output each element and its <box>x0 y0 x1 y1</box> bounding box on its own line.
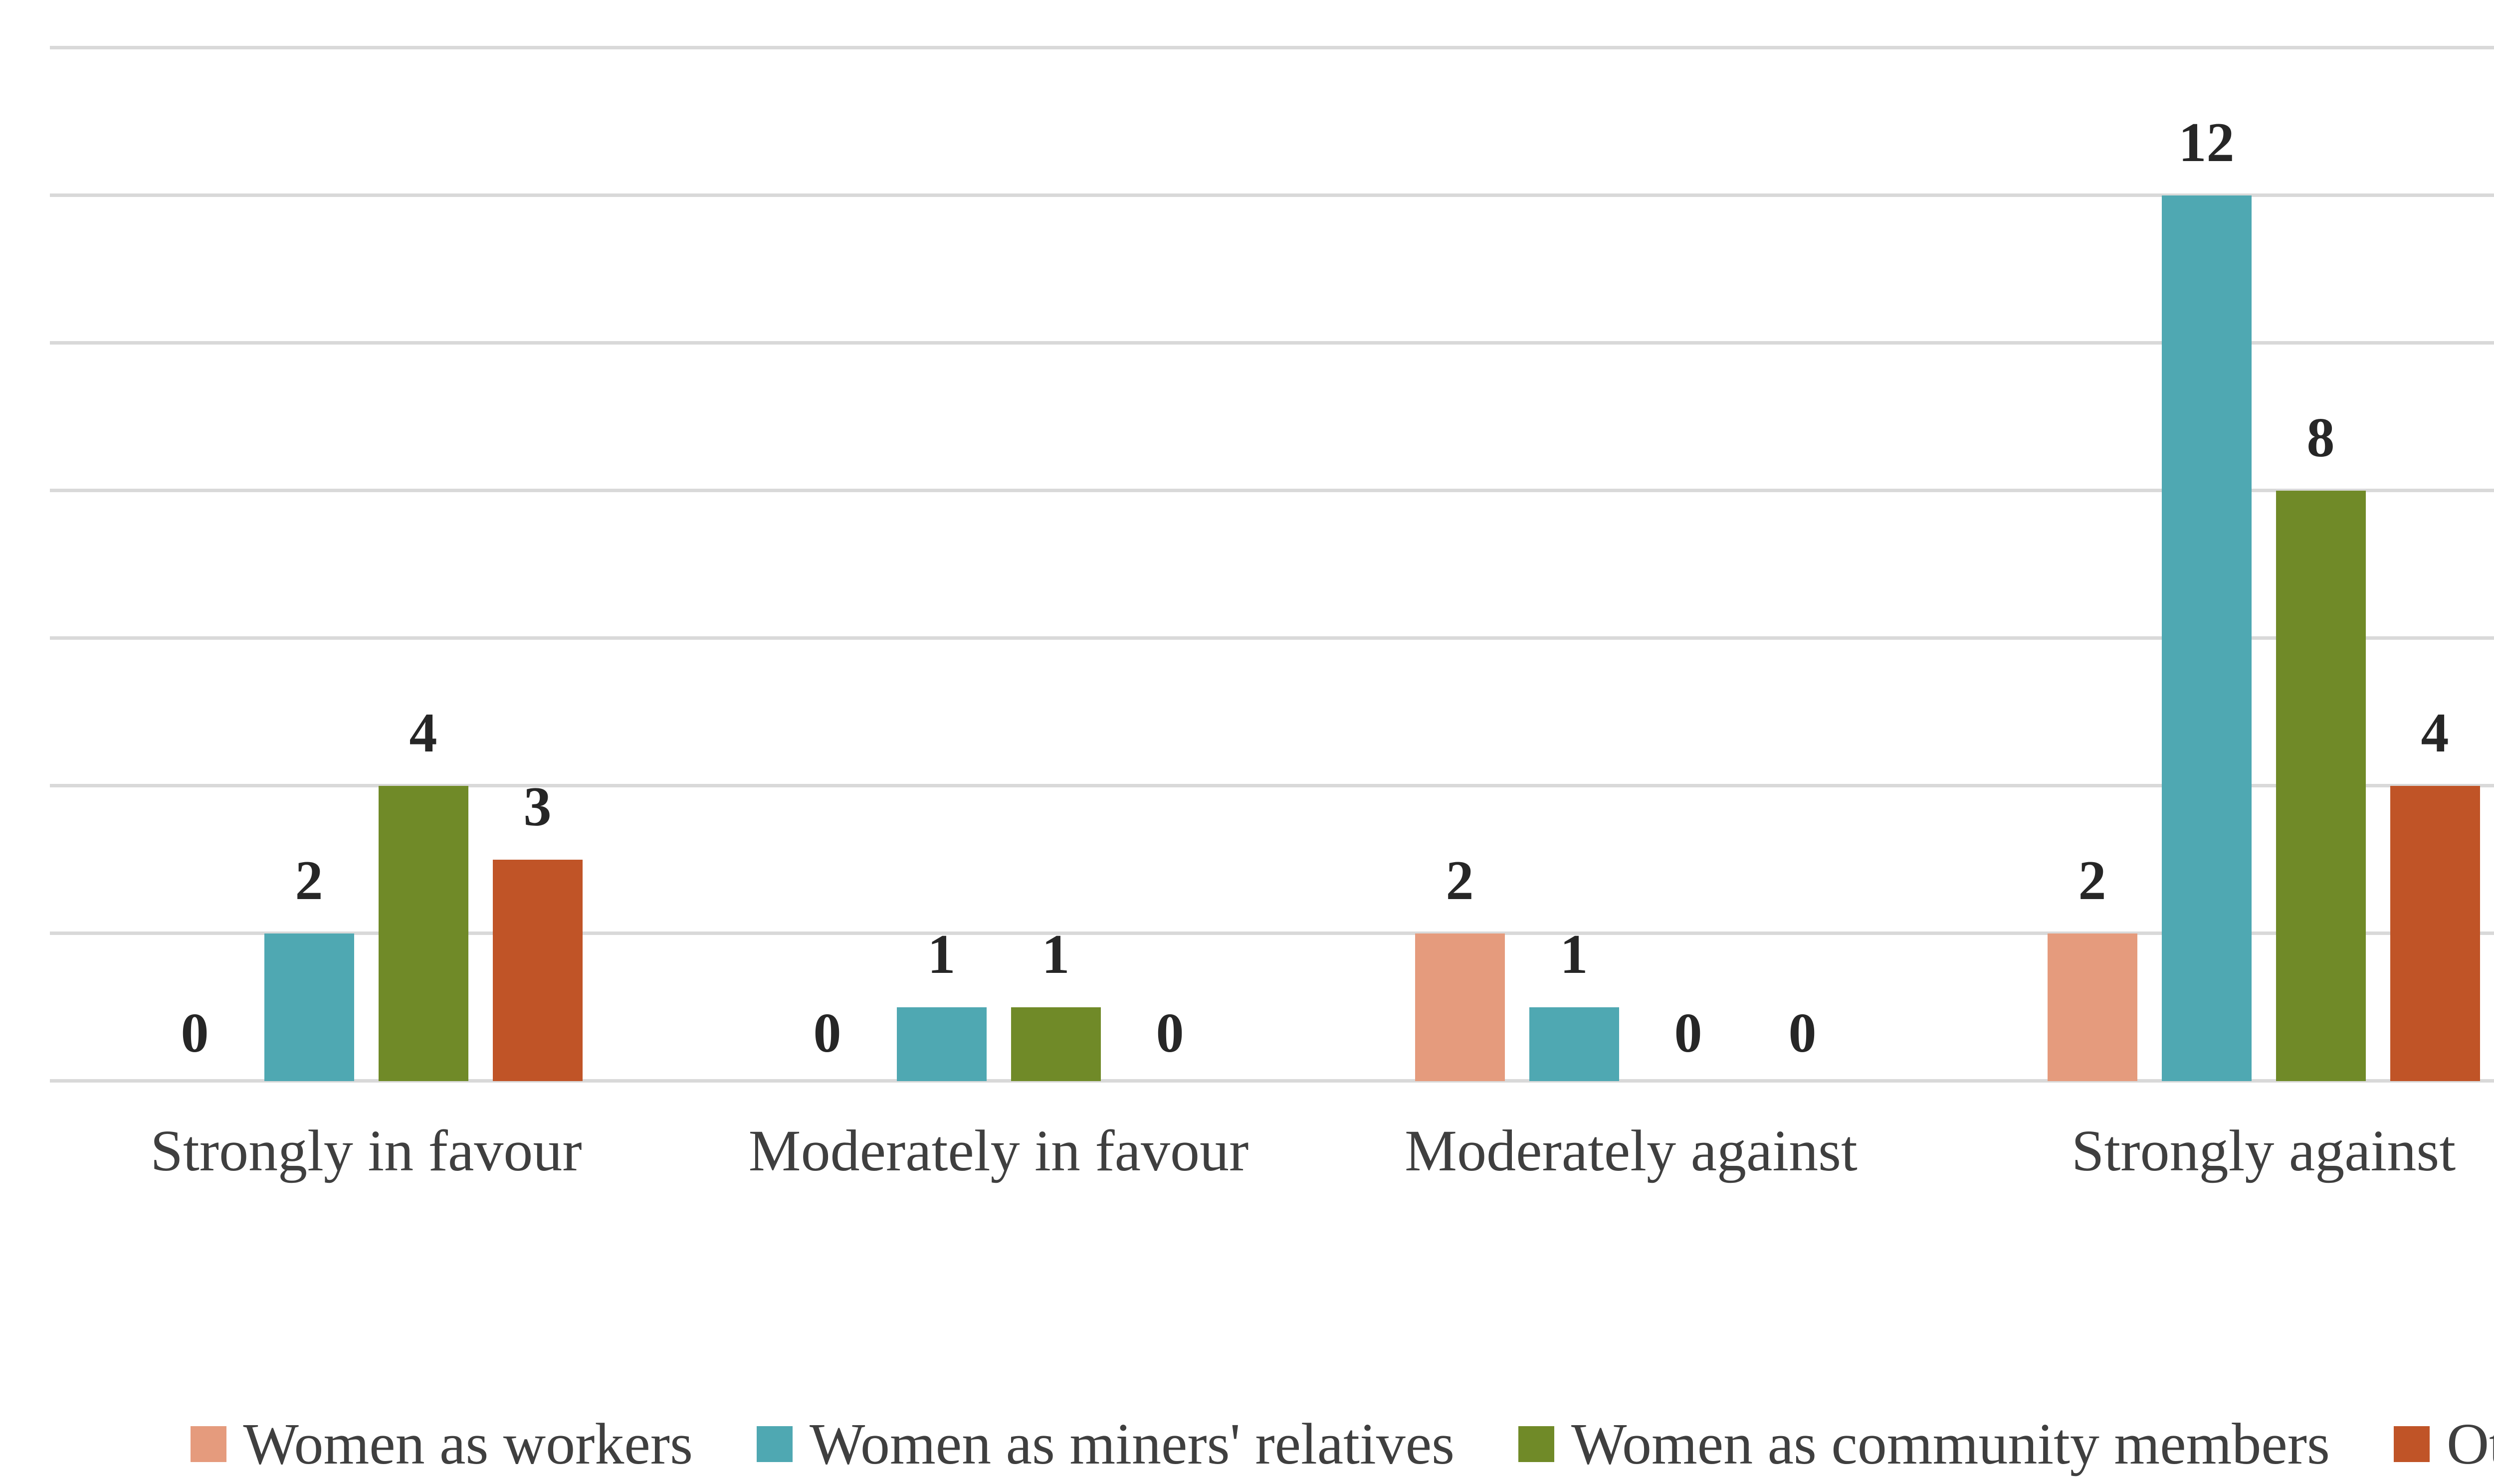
bar-slot: 4 <box>378 0 468 1081</box>
bar-slot: 2 <box>2047 0 2137 1081</box>
legend-label: Women as miners' relatives <box>810 1411 1455 1477</box>
bar-women-as-miners-relatives <box>264 933 354 1081</box>
bar-other-female-stakeholders <box>2390 786 2480 1081</box>
data-label: 1 <box>1560 924 1588 985</box>
legend-swatch-icon <box>2393 1426 2430 1462</box>
data-label: 1 <box>1041 924 1070 985</box>
bar-women-as-community-members <box>2276 491 2366 1081</box>
data-label: 4 <box>2421 702 2449 764</box>
legend-item: Women as miners' relatives <box>757 1410 1455 1478</box>
bar-women-as-miners-relatives <box>1529 1007 1619 1081</box>
bar-slot: 2 <box>1415 0 1505 1081</box>
gridline <box>50 46 2494 49</box>
bar-slot: 1 <box>1011 0 1101 1081</box>
plot-area: 024301102100212841104 <box>50 0 2494 1083</box>
bar-other-female-stakeholders <box>492 860 583 1081</box>
data-label: 1 <box>927 924 956 985</box>
category-label: Strongly in favour <box>150 1118 582 1183</box>
bar-slot: 0 <box>1644 0 1733 1081</box>
data-label: 2 <box>1446 850 1474 912</box>
bar-women-as-community-members <box>1011 1007 1101 1081</box>
gridline <box>50 1079 2494 1083</box>
data-label: 3 <box>523 776 552 838</box>
legend-item: Women as workers <box>190 1410 693 1478</box>
data-label: 8 <box>2306 407 2335 469</box>
gridline <box>50 193 2494 197</box>
data-label: 12 <box>2178 112 2235 174</box>
bar-slot: 3 <box>492 0 583 1081</box>
legend-label: Other female stakeholders <box>2446 1411 2494 1477</box>
bar-slot: 0 <box>1758 0 1848 1081</box>
gridline <box>50 784 2494 787</box>
bar-slot: 2 <box>264 0 354 1081</box>
bar-women-as-workers <box>2047 933 2137 1081</box>
data-label: 0 <box>1788 1002 1817 1064</box>
bar-slot: 0 <box>150 0 240 1081</box>
data-label: 0 <box>1156 1002 1184 1064</box>
legend: Women as workers Women as miners' relativ… <box>0 1410 2494 1478</box>
bar-women-as-workers <box>1415 933 1505 1081</box>
bar-women-as-miners-relatives <box>896 1007 987 1081</box>
data-label: 0 <box>1674 1002 1702 1064</box>
gridline <box>50 489 2494 492</box>
legend-item: Other female stakeholders <box>2393 1410 2494 1478</box>
legend-swatch-icon <box>757 1426 793 1462</box>
bar-slot: 1 <box>1529 0 1619 1081</box>
data-label: 2 <box>2078 850 2106 912</box>
bar-slot: 8 <box>2276 0 2366 1081</box>
category-label: Strongly against <box>2071 1118 2456 1183</box>
bar-slot: 1 <box>896 0 987 1081</box>
legend-label: Women as community members <box>1571 1411 2330 1477</box>
gridline <box>50 341 2494 345</box>
bar-women-as-community-members <box>378 786 468 1081</box>
gridline <box>50 636 2494 640</box>
data-label: 0 <box>813 1002 841 1064</box>
bar-slot: 0 <box>783 0 872 1081</box>
legend-label: Women as workers <box>243 1411 693 1477</box>
category-label: Moderately in favour <box>748 1118 1249 1183</box>
gridline <box>50 931 2494 935</box>
category-label: Moderately against <box>1405 1118 1858 1183</box>
legend-swatch-icon <box>1518 1426 1555 1462</box>
bar-women-as-miners-relatives <box>2161 195 2252 1081</box>
bar-slot: 12 <box>2161 0 2252 1081</box>
bar-slot: 0 <box>1125 0 1215 1081</box>
legend-swatch-icon <box>190 1426 226 1462</box>
data-label: 4 <box>409 702 437 764</box>
data-label: 2 <box>295 850 323 912</box>
data-label: 0 <box>181 1002 209 1064</box>
bar-slot: 4 <box>2390 0 2480 1081</box>
legend-item: Women as community members <box>1518 1410 2330 1478</box>
